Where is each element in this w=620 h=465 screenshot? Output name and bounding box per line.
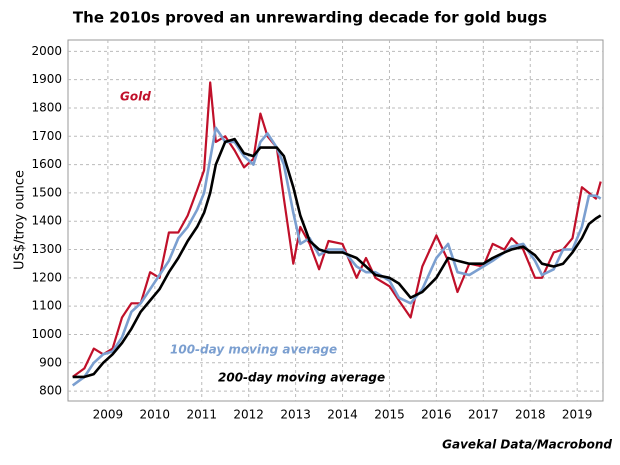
y-tick-label: 1400 (31, 214, 62, 228)
y-tick-label: 1100 (31, 299, 62, 313)
x-tick-label: 2019 (562, 408, 593, 422)
y-tick-label: 800 (39, 384, 62, 398)
series-label: Gold (120, 90, 151, 104)
x-tick-label: 2015 (374, 408, 405, 422)
x-tick-label: 2014 (327, 408, 358, 422)
y-tick-label: 1600 (31, 157, 62, 171)
series-line (72, 81, 602, 378)
source: Gavekal Data/Macrobond (442, 438, 612, 452)
x-tick-label: 2013 (280, 408, 311, 422)
x-tick-label: 2018 (515, 408, 546, 422)
y-tick-label: 1900 (31, 72, 62, 86)
y-tick-label: 1000 (31, 327, 62, 341)
x-tick-label: 2017 (468, 408, 499, 422)
y-axis-label: US$/troy ounce (13, 170, 28, 270)
x-tick-label: 2016 (421, 408, 452, 422)
y-tick-label: 2000 (31, 44, 62, 58)
y-tick-label: 1500 (31, 185, 62, 199)
y-tick-label: 1700 (31, 129, 62, 143)
y-tick-label: 1300 (31, 242, 62, 256)
plot-frame (67, 39, 604, 402)
y-tick-label: 900 (39, 355, 62, 369)
y-tick-label: 1800 (31, 100, 62, 114)
x-tick-label: 2009 (93, 408, 124, 422)
y-tick-label: 1200 (31, 270, 62, 284)
x-tick-label: 2012 (233, 408, 264, 422)
series-label: 100-day moving average (170, 343, 337, 357)
series-line (72, 137, 602, 379)
series-label: 200-day moving average (218, 371, 385, 385)
chart-title: The 2010s proved an unrewarding decade f… (73, 9, 547, 27)
x-tick-label: 2011 (186, 408, 217, 422)
x-tick-label: 2010 (140, 408, 171, 422)
